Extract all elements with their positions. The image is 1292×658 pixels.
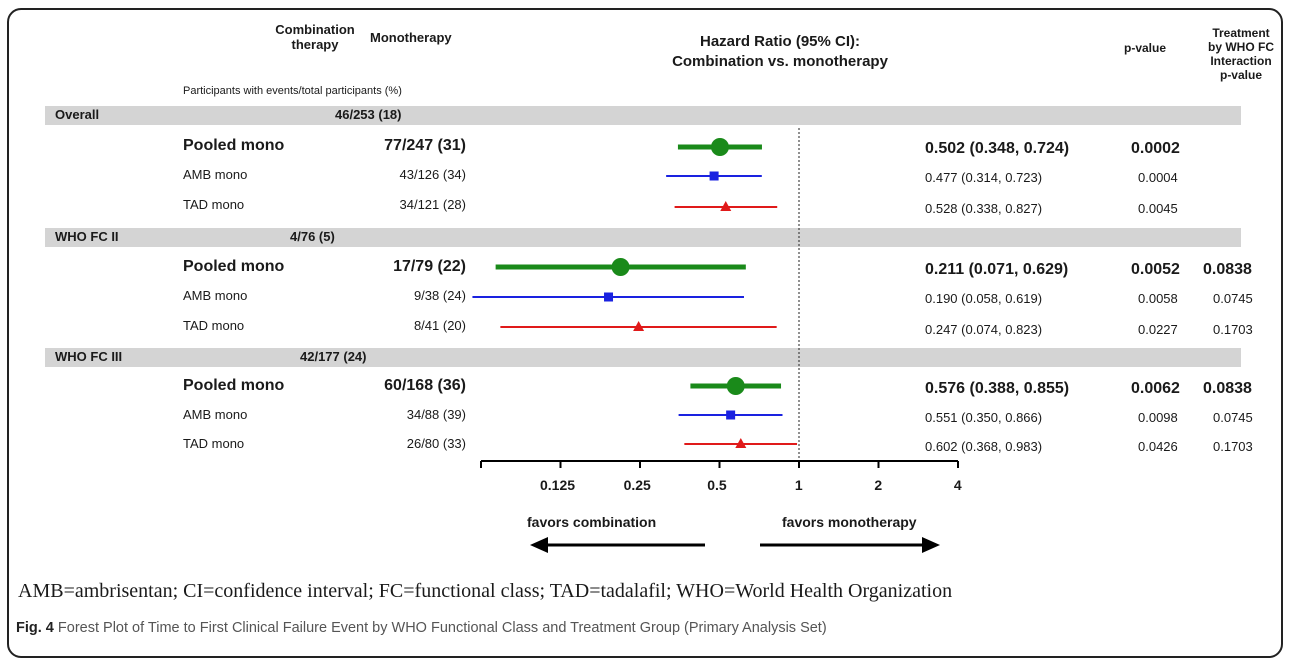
point-estimate-marker	[727, 377, 745, 395]
x-tick-label: 0.5	[707, 477, 726, 493]
x-tick-label: 0.25	[624, 477, 651, 493]
x-tick-label: 0.125	[540, 477, 575, 493]
point-estimate-marker	[711, 138, 729, 156]
x-tick-label: 2	[874, 477, 882, 493]
point-estimate-marker	[710, 172, 719, 181]
point-estimate-marker	[726, 411, 735, 420]
favors-monotherapy-label: favors monotherapy	[782, 514, 917, 530]
point-estimate-marker	[604, 293, 613, 302]
favors-combination-label: favors combination	[527, 514, 656, 530]
x-tick-label: 1	[795, 477, 803, 493]
point-estimate-marker	[612, 258, 630, 276]
x-tick-label: 4	[954, 477, 962, 493]
favors-monotherapy-arrow-head	[922, 537, 940, 553]
figure-label: Fig. 4	[16, 620, 54, 636]
figure-caption-text: Forest Plot of Time to First Clinical Fa…	[58, 620, 827, 636]
figure-caption: Fig. 4 Forest Plot of Time to First Clin…	[16, 620, 827, 636]
favors-combination-arrow-head	[530, 537, 548, 553]
abbreviations-footnote: AMB=ambrisentan; CI=confidence interval;…	[18, 580, 952, 603]
